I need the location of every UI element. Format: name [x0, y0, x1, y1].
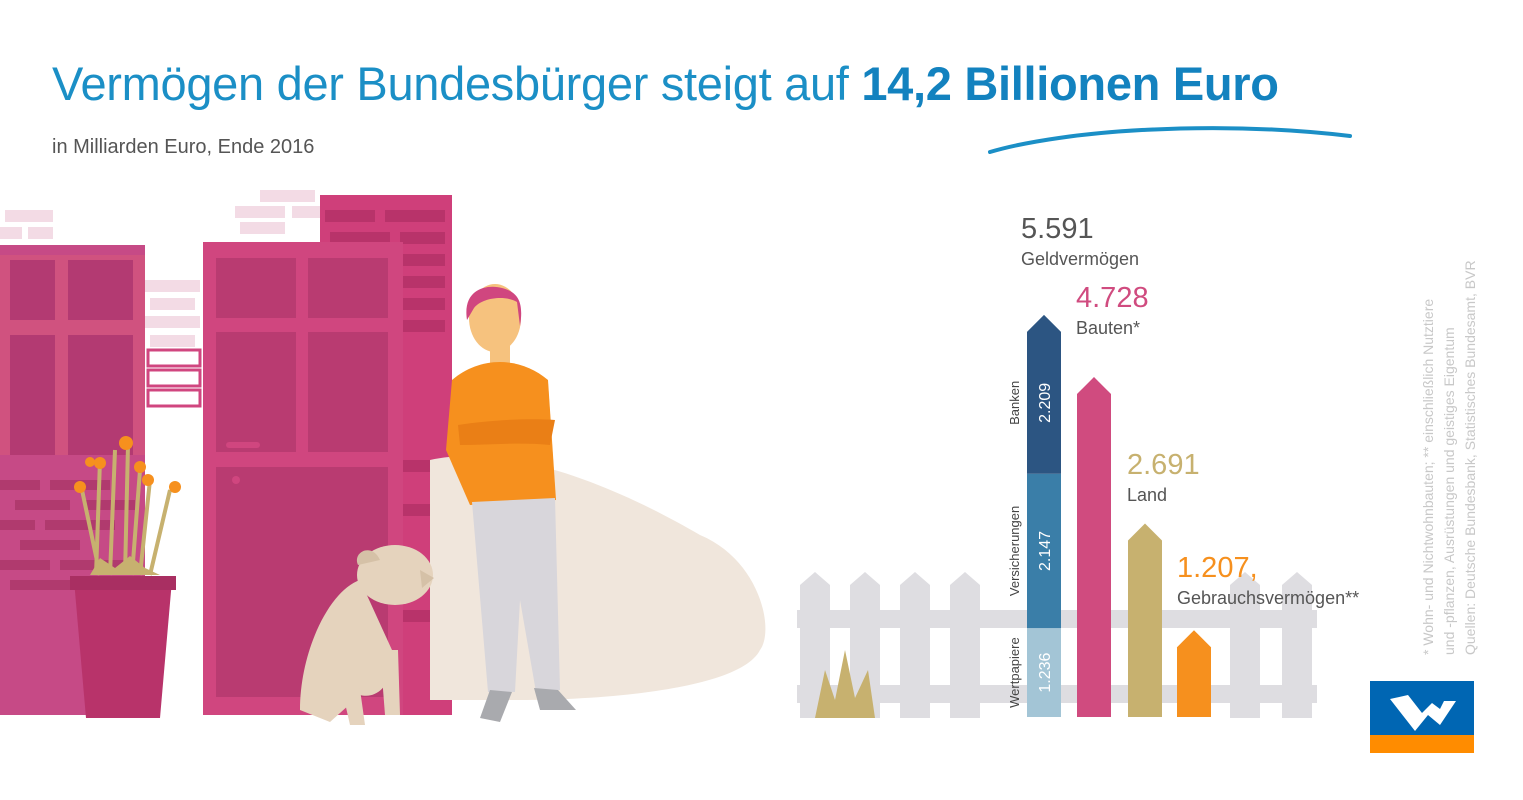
bar-2	[1077, 377, 1111, 717]
title-underline	[988, 126, 1352, 154]
bar-segment-banken	[1027, 314, 1061, 474]
segment-name-label: Wertpapiere	[1007, 637, 1022, 708]
page-title: Vermögen der Bundesbürger steigt auf 14,…	[52, 56, 1279, 111]
title-prefix: Vermögen der Bundesbürger steigt auf	[52, 57, 862, 110]
segment-value-label: 2.147	[1037, 531, 1054, 571]
value-label: 2.691	[1127, 449, 1200, 481]
segment-value-label: 1.236	[1037, 652, 1054, 692]
bar-3	[1128, 523, 1162, 717]
segment-value-label: 2.209	[1037, 383, 1054, 423]
brick-wall-top	[0, 190, 332, 347]
bar-segment-versicherungen	[1027, 473, 1061, 629]
volksbank-logo	[1370, 681, 1474, 753]
door-handle	[226, 442, 260, 448]
category-label: Land	[1127, 485, 1167, 505]
left-window	[10, 260, 133, 455]
footnote-2: und -pflanzen, Ausrüstungen und geistige…	[1441, 327, 1457, 655]
bar-4	[1177, 630, 1211, 717]
bar-segment-wertpapiere	[1027, 628, 1061, 717]
dog	[300, 545, 434, 725]
category-label: Geldvermögen	[1021, 249, 1139, 269]
subtitle: in Milliarden Euro, Ende 2016	[52, 136, 315, 158]
segment-name-label: Versicherungen	[1007, 506, 1022, 596]
white-bricks	[146, 348, 202, 408]
value-label: 1.207,	[1177, 552, 1258, 584]
person	[446, 284, 576, 722]
segment-name-label: Banken	[1007, 381, 1022, 425]
category-label: Bauten*	[1076, 318, 1140, 338]
value-label: 5.591	[1021, 213, 1094, 245]
value-label: 4.728	[1076, 282, 1149, 314]
flower-pot	[70, 436, 181, 718]
footnotes: * Wohn- und Nichtwohnbauten; ** einschli…	[1418, 260, 1481, 655]
title-highlight: 14,2 Billionen Euro	[861, 57, 1279, 110]
footnote-1: * Wohn- und Nichtwohnbauten; ** einschli…	[1420, 298, 1436, 655]
category-label: Gebrauchsvermögen**	[1177, 588, 1359, 608]
footnote-3: Quellen: Deutsche Bundesbank, Statistisc…	[1462, 260, 1478, 655]
grass-tuft	[815, 650, 875, 718]
